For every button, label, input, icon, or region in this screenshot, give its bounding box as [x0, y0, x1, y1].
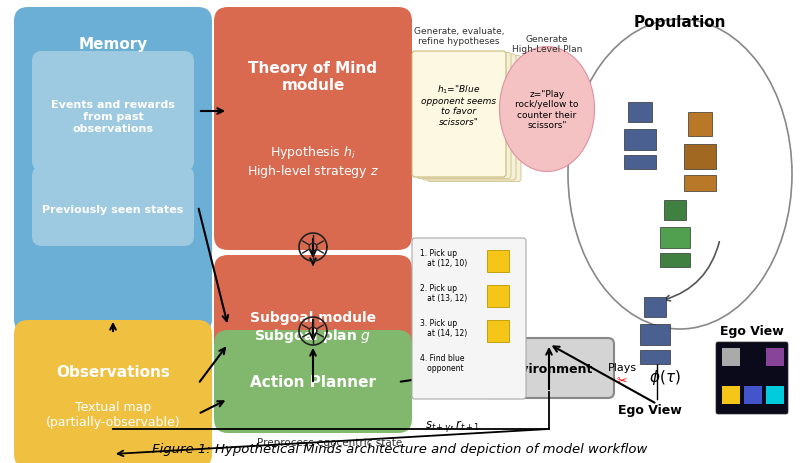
Text: Ego View: Ego View: [618, 404, 682, 417]
FancyBboxPatch shape: [688, 112, 712, 137]
Text: Ego View: Ego View: [720, 324, 784, 337]
FancyBboxPatch shape: [487, 250, 509, 272]
FancyBboxPatch shape: [422, 55, 516, 181]
Text: Plays: Plays: [607, 362, 637, 372]
FancyBboxPatch shape: [660, 254, 690, 267]
Text: 2. Pick up
   at (13, 12): 2. Pick up at (13, 12): [420, 283, 467, 303]
FancyBboxPatch shape: [487, 285, 509, 307]
FancyBboxPatch shape: [722, 348, 740, 366]
Text: Observations: Observations: [56, 365, 170, 380]
FancyBboxPatch shape: [640, 350, 670, 364]
Text: Theory of Mind
module: Theory of Mind module: [249, 61, 378, 93]
Text: Events and rewards
from past
observations: Events and rewards from past observation…: [51, 100, 175, 133]
FancyBboxPatch shape: [412, 52, 506, 178]
Ellipse shape: [499, 47, 594, 172]
FancyBboxPatch shape: [624, 130, 656, 151]
FancyBboxPatch shape: [664, 200, 686, 221]
Text: Textual map
(partially-observable): Textual map (partially-observable): [46, 400, 180, 428]
Text: z="Play
rock/yellow to
counter their
scissors": z="Play rock/yellow to counter their sci…: [515, 90, 578, 130]
Text: Action Planner: Action Planner: [250, 375, 376, 390]
Text: $s_{t+\gamma}, r_{t+1}$: $s_{t+\gamma}, r_{t+1}$: [425, 417, 480, 433]
Text: $a_t$: $a_t$: [437, 355, 451, 369]
Text: ✂: ✂: [617, 375, 627, 388]
Text: Preprocess egocentric state: Preprocess egocentric state: [258, 437, 402, 447]
Text: Environment: Environment: [504, 363, 594, 375]
FancyBboxPatch shape: [716, 342, 788, 414]
Text: $h_1$="Blue
opponent seems
to favor
scissors": $h_1$="Blue opponent seems to favor scis…: [422, 83, 497, 126]
Text: Population: Population: [634, 15, 726, 30]
Text: Hypothesis $h_i$
High-level strategy $z$: Hypothesis $h_i$ High-level strategy $z$: [247, 144, 379, 180]
FancyBboxPatch shape: [722, 386, 740, 404]
FancyBboxPatch shape: [628, 102, 652, 123]
Text: 3. Pick up
   at (14, 12): 3. Pick up at (14, 12): [420, 319, 467, 338]
Text: Generate
High-Level Plan: Generate High-Level Plan: [512, 35, 582, 54]
Text: 1. Pick up
   at (12, 10): 1. Pick up at (12, 10): [420, 249, 467, 268]
FancyBboxPatch shape: [484, 338, 614, 398]
FancyBboxPatch shape: [32, 167, 194, 246]
FancyBboxPatch shape: [427, 56, 521, 182]
FancyBboxPatch shape: [412, 238, 526, 399]
FancyBboxPatch shape: [14, 320, 212, 463]
Text: Previously seen states: Previously seen states: [42, 205, 184, 214]
FancyBboxPatch shape: [660, 228, 690, 249]
FancyBboxPatch shape: [766, 386, 784, 404]
Text: Subgoal module
Subgoal plan $g$: Subgoal module Subgoal plan $g$: [250, 310, 376, 344]
FancyBboxPatch shape: [32, 52, 194, 172]
FancyBboxPatch shape: [417, 53, 511, 179]
FancyBboxPatch shape: [744, 386, 762, 404]
FancyBboxPatch shape: [644, 297, 666, 318]
Ellipse shape: [568, 20, 792, 329]
FancyBboxPatch shape: [640, 325, 670, 345]
FancyBboxPatch shape: [766, 348, 784, 366]
FancyBboxPatch shape: [214, 256, 412, 398]
FancyBboxPatch shape: [14, 8, 212, 333]
FancyBboxPatch shape: [684, 145, 716, 170]
Text: $\phi(\tau)$: $\phi(\tau)$: [649, 368, 681, 387]
Text: 4. Find blue
   opponent: 4. Find blue opponent: [420, 353, 465, 373]
FancyBboxPatch shape: [487, 320, 509, 342]
Text: Memory: Memory: [78, 37, 148, 51]
Text: Figure 1: Hypothetical Minds architecture and depiction of model workflow: Figure 1: Hypothetical Minds architectur…: [152, 443, 648, 456]
FancyBboxPatch shape: [214, 8, 412, 250]
FancyBboxPatch shape: [624, 156, 656, 169]
Text: Generate, evaluate,
refine hypotheses: Generate, evaluate, refine hypotheses: [414, 27, 504, 46]
FancyBboxPatch shape: [214, 330, 412, 433]
FancyBboxPatch shape: [684, 175, 716, 192]
